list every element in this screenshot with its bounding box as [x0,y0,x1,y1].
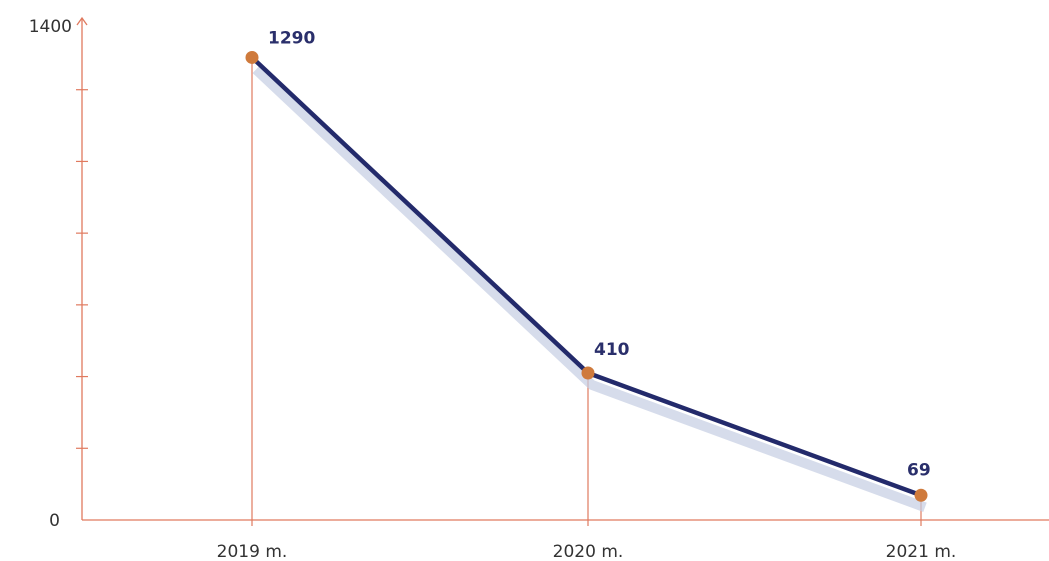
data-point [245,50,259,64]
data-labels: 1290 410 69 [268,28,931,480]
axes [76,16,1049,521]
data-point [581,366,595,380]
y-tick-label-min: 0 [49,511,60,531]
drop-lines [251,57,922,526]
y-axis-arrow [76,16,88,26]
x-tick-label: 2020 m. [553,542,624,561]
x-tick-label: 2019 m. [217,542,288,561]
series-line-shadow [252,65,927,512]
data-point [914,488,928,502]
series-line [250,55,922,498]
x-tick-label: 2021 m. [886,542,957,561]
y-minor-ticks [76,89,88,449]
data-points [245,50,928,502]
data-label: 69 [907,460,931,480]
x-tick-labels: 2019 m. 2020 m. 2021 m. [217,542,957,561]
y-tick-label-max: 1400 [29,17,72,37]
data-label: 1290 [268,28,315,48]
data-label: 410 [594,340,630,360]
